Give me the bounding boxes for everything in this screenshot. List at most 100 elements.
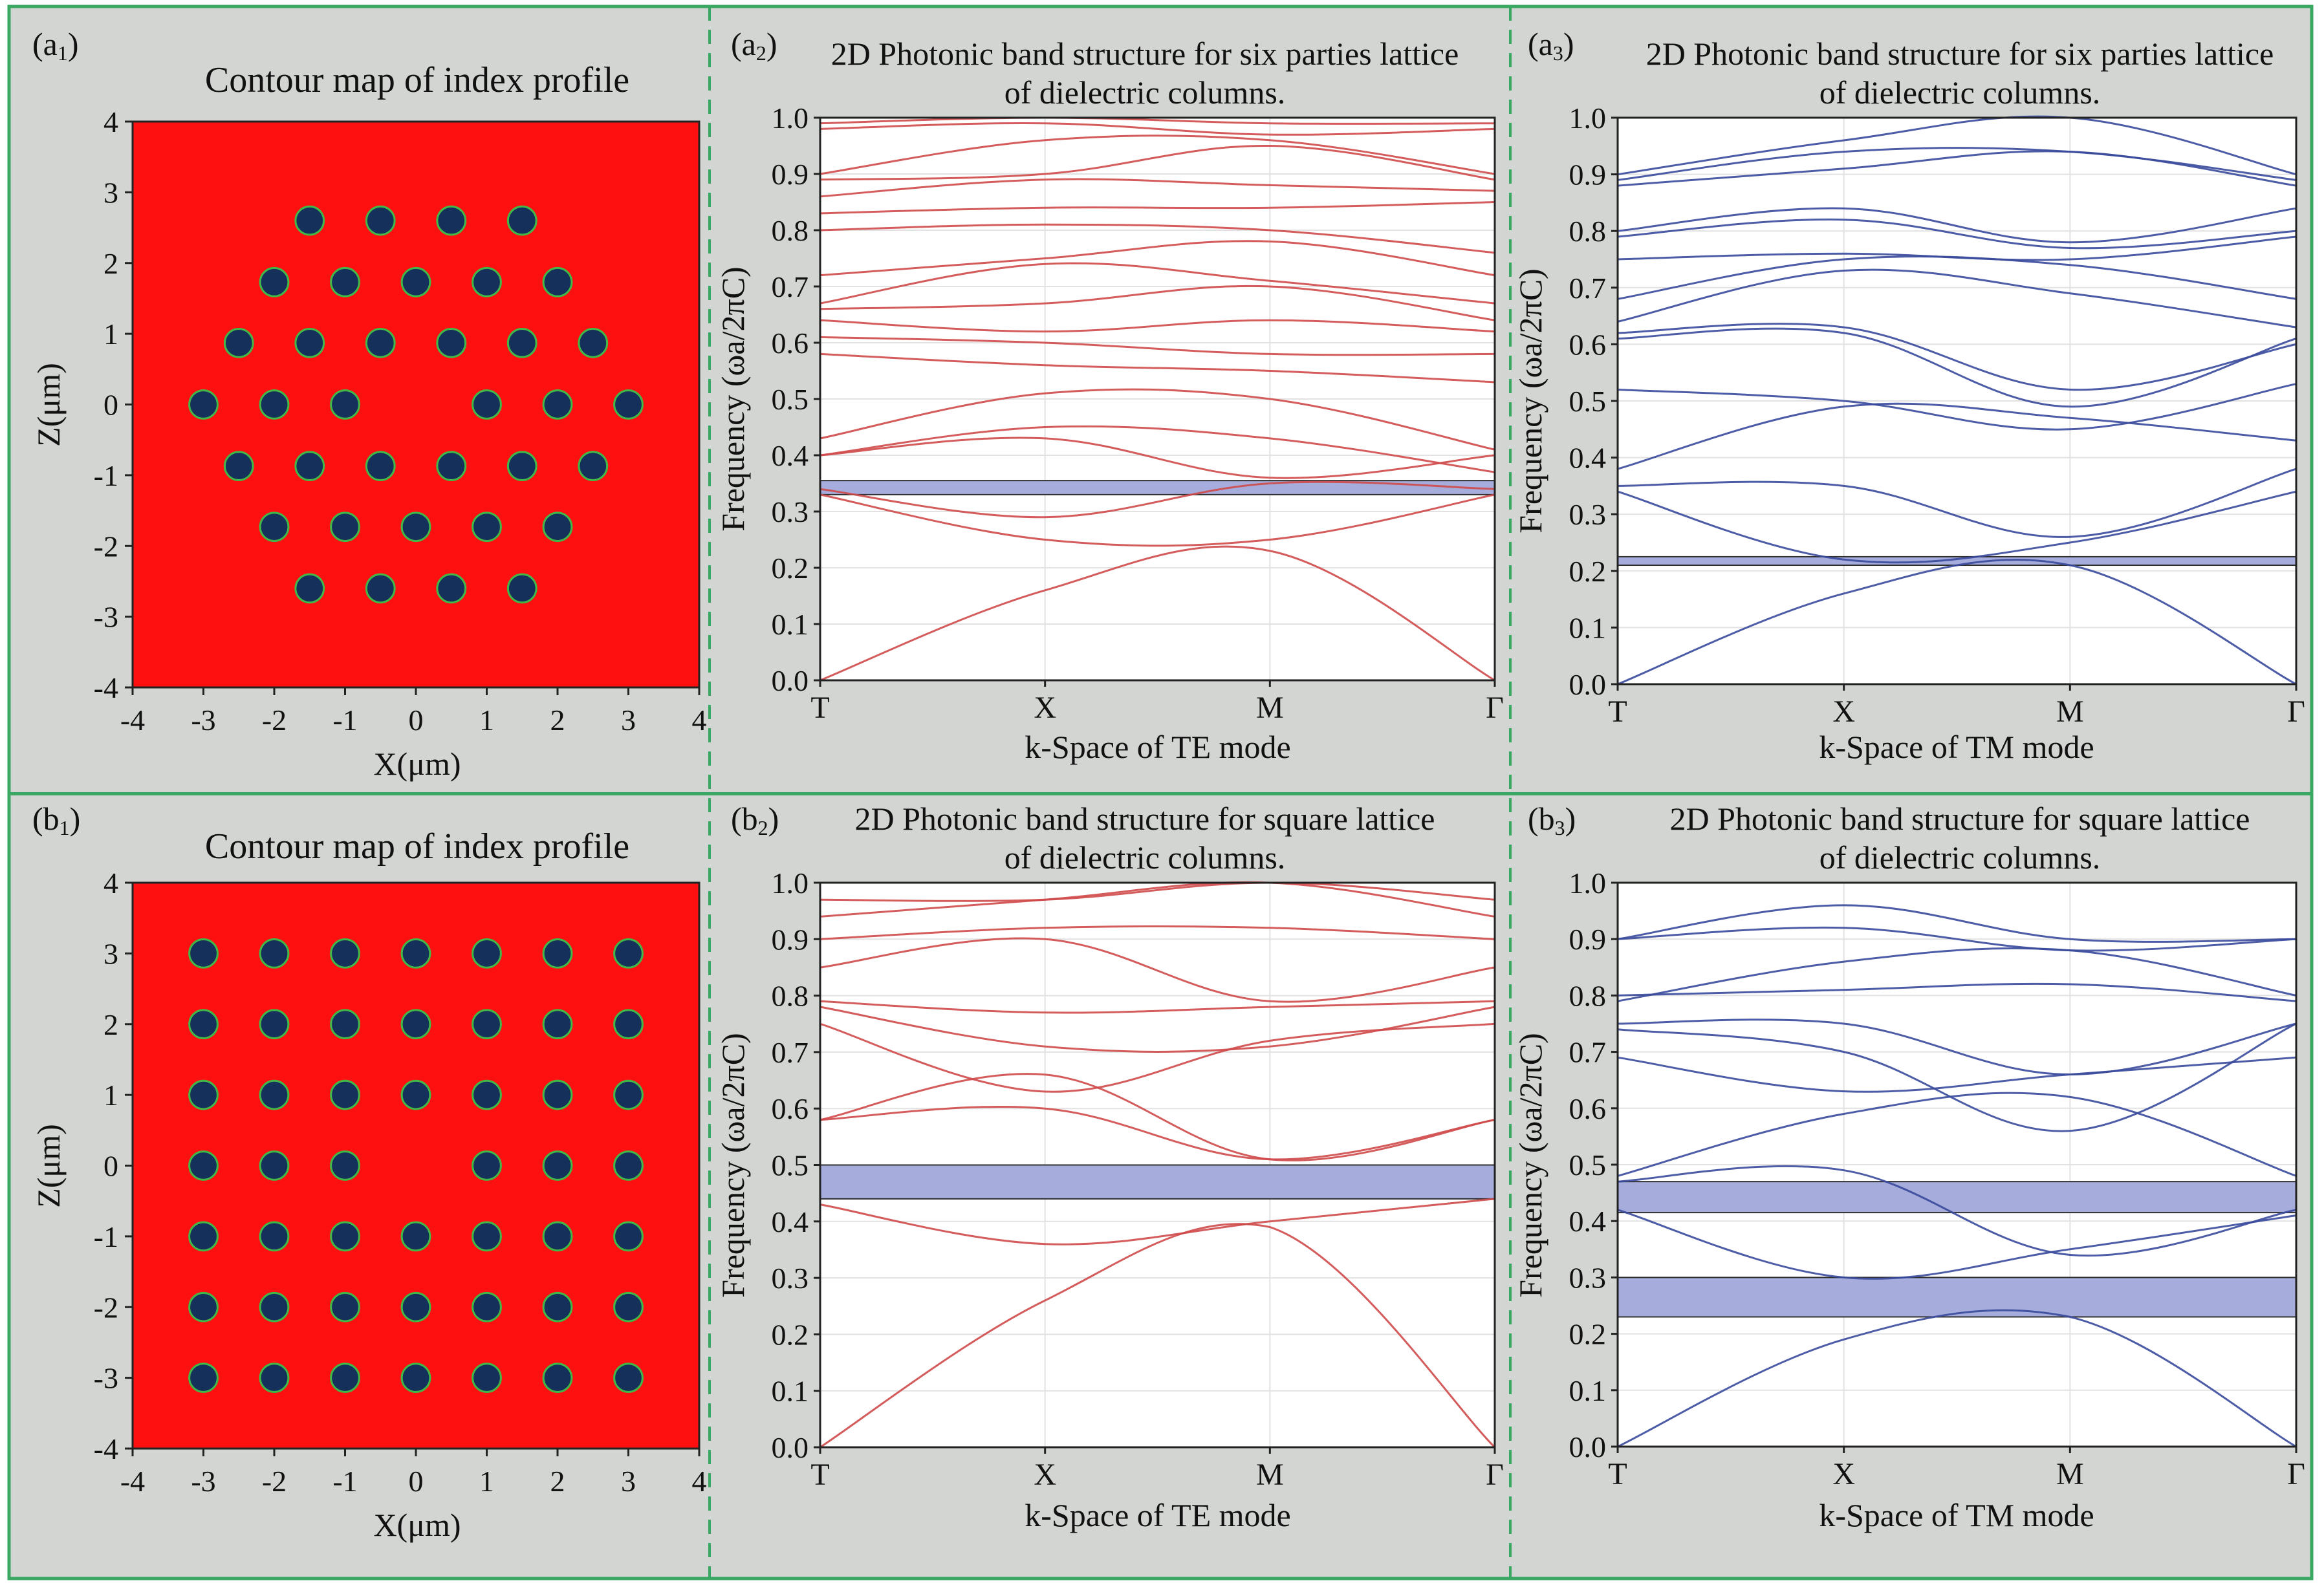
- y-tick-label: 0.5: [772, 1149, 809, 1182]
- dielectric-rod: [506, 327, 538, 358]
- band-line: [1617, 150, 2297, 187]
- y-tick-label: 3: [103, 176, 118, 209]
- y-tick-label: -4: [94, 1432, 118, 1465]
- panel-a1-index-contour: (a1) Contour map of index profile -4 -3 -2…: [30, 26, 707, 782]
- dielectric-rod: [472, 1009, 502, 1040]
- dielectric-rod: [542, 1079, 573, 1110]
- x-axis-label: X(μm): [373, 1507, 461, 1543]
- dielectric-rod: [365, 327, 396, 358]
- dielectric-rod: [400, 1363, 431, 1394]
- dielectric-rod: [472, 1150, 502, 1181]
- y-tick-label: 0: [103, 389, 118, 422]
- y-tick-label: 0.6: [1569, 328, 1607, 361]
- band-line: [820, 480, 1495, 519]
- band-line: [820, 1006, 1495, 1053]
- dielectric-rod: [613, 1150, 644, 1181]
- band-gap: [820, 480, 1495, 495]
- y-tick-label: 2: [103, 1008, 118, 1041]
- dielectric-rod: [613, 1009, 644, 1040]
- dielectric-rod: [259, 512, 290, 543]
- dielectric-rod: [223, 451, 254, 482]
- panel-label-letter: a: [1539, 26, 1553, 62]
- band-line: [820, 1198, 1495, 1245]
- panel-label-b3: (b3): [1528, 801, 1576, 839]
- dielectric-rod: [472, 1363, 502, 1394]
- band-line: [1617, 926, 2297, 952]
- k-point-label: M: [1256, 691, 1284, 725]
- panel-label-a2: (a2): [731, 26, 777, 65]
- grid-lines: [820, 117, 1495, 681]
- band-line: [820, 437, 1495, 479]
- chart-title-line-1: 2D Photonic band structure for six parti…: [831, 36, 1459, 72]
- band-line: [1617, 1165, 2297, 1257]
- dielectric-rod: [330, 938, 360, 969]
- dielectric-rod: [400, 938, 431, 969]
- y-tick-label: 0.7: [772, 1036, 809, 1069]
- y-tick-label: 0.1: [772, 1375, 809, 1408]
- x-axis-label: k-Space of TM mode: [1819, 1497, 2094, 1533]
- y-tick-label: 0.3: [1569, 1261, 1607, 1294]
- dielectric-rod: [613, 1291, 644, 1322]
- y-tick-label: 0.6: [772, 327, 809, 360]
- dielectric-rod: [436, 573, 467, 604]
- dielectric-rod: [223, 327, 254, 358]
- band-line: [820, 1223, 1496, 1449]
- k-point-label: T: [1608, 695, 1627, 729]
- band-line: [820, 178, 1495, 198]
- band-line: [820, 116, 1495, 125]
- x-tick-label: 3: [621, 1465, 636, 1498]
- band-line: [1617, 468, 2297, 538]
- x-tick-label: -4: [120, 1465, 145, 1498]
- y-tick-label: 0.2: [772, 1318, 809, 1351]
- y-axis-label: Z(μm): [30, 1124, 67, 1208]
- dielectric-rod: [259, 1079, 290, 1110]
- dielectric-rod: [188, 938, 219, 969]
- y-tick-label: 0.0: [772, 1431, 809, 1464]
- panel-b3-tm-band-structure: (b3) 2D Photonic band structure for squa…: [1512, 801, 2305, 1533]
- band-line: [820, 1073, 1495, 1161]
- index-profile-background: [133, 883, 699, 1449]
- y-tick-label: 0.9: [1569, 158, 1607, 191]
- dielectric-rod: [578, 451, 609, 482]
- x-tick-label: -2: [262, 704, 287, 737]
- band-line: [820, 285, 1495, 321]
- dielectric-rod: [542, 512, 573, 543]
- band-line: [1617, 947, 2297, 1002]
- dielectric-rod: [330, 1363, 360, 1394]
- dielectric-rod: [506, 205, 538, 236]
- y-tick-label: 0.0: [1569, 1430, 1607, 1463]
- chart-title: Contour map of index profile: [205, 60, 629, 100]
- y-axis-label: Frequency (ωa/2πC): [715, 1033, 751, 1297]
- chart-title: Contour map of index profile: [205, 826, 629, 867]
- y-tick-label: 0.9: [1569, 923, 1607, 956]
- y-tick-label: 0.5: [1569, 385, 1607, 418]
- y-tick-label: 0.3: [772, 495, 809, 528]
- y-tick-label: 0.6: [1569, 1092, 1607, 1125]
- y-tick-label: 0.8: [772, 214, 809, 247]
- x-axis-label: k-Space of TM mode: [1819, 729, 2094, 765]
- dielectric-rod: [259, 389, 290, 420]
- dielectric-rod: [330, 1291, 360, 1322]
- dielectric-rod: [542, 1221, 573, 1252]
- x-tick-label: -1: [332, 1465, 357, 1498]
- dielectric-rods: [188, 938, 644, 1394]
- dielectric-rod: [542, 938, 573, 969]
- y-tick-label: 0.9: [772, 158, 809, 191]
- x-tick-label: -3: [191, 1465, 215, 1498]
- y-tick-label: 0.4: [772, 1205, 809, 1238]
- y-tick-label: 2: [103, 247, 118, 280]
- y-tick-label: 0: [103, 1150, 118, 1183]
- band-line: [1617, 1056, 2297, 1093]
- y-tick-label: -3: [94, 1362, 118, 1395]
- dielectric-rod: [613, 1221, 644, 1252]
- panel-label-a1: (a1): [32, 26, 79, 65]
- x-axis-label: X(μm): [373, 746, 461, 782]
- x-tick-label: 1: [479, 1465, 494, 1498]
- dielectric-rod: [188, 1150, 219, 1181]
- k-point-label: T: [810, 1458, 829, 1492]
- k-point-label: M: [2056, 695, 2084, 729]
- y-tick-label: 0.8: [772, 980, 809, 1013]
- dielectric-rod: [436, 205, 467, 236]
